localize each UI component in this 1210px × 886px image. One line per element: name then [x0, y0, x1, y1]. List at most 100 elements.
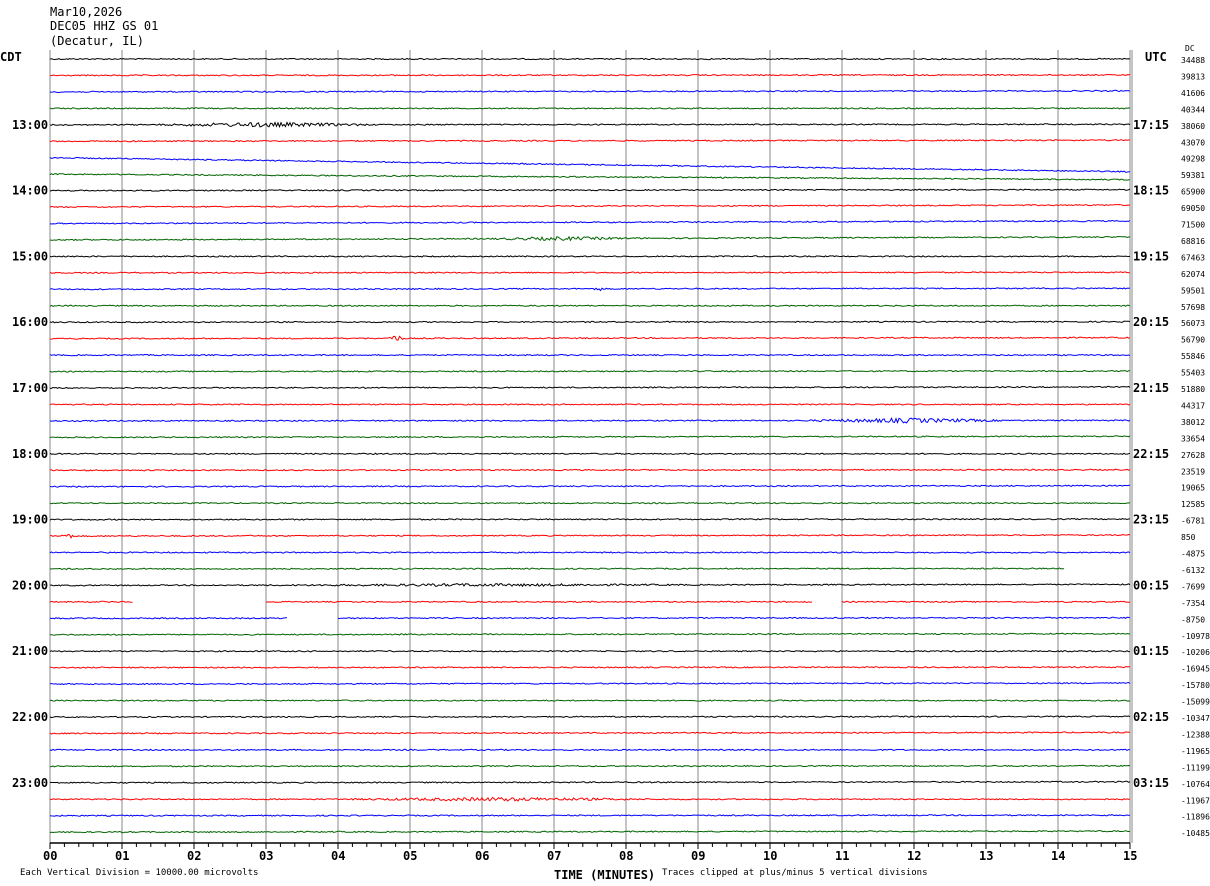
utc-hour-label: 02:15: [1133, 710, 1169, 724]
trace-line: [50, 681, 1131, 686]
x-tick-label: 15: [1123, 849, 1137, 863]
dc-offset-label: 55403: [1181, 369, 1205, 378]
trace-line: [49, 764, 1131, 768]
cdt-hour-label: 18:00: [12, 447, 48, 461]
dc-offset-label: -11896: [1181, 813, 1210, 822]
dc-offset-label: 44317: [1181, 401, 1205, 410]
trace-line: [49, 484, 1131, 488]
dc-offset-label: -6132: [1181, 566, 1205, 575]
x-tick-label: 04: [331, 849, 345, 863]
dc-offset-label: 23519: [1181, 467, 1205, 476]
dc-offset-label: 49298: [1181, 155, 1205, 164]
dc-offset-label: 55846: [1181, 352, 1205, 361]
utc-hour-label: 21:15: [1133, 381, 1169, 395]
x-tick-label: 12: [907, 849, 921, 863]
trace-line: [49, 219, 1131, 225]
trace-line: [49, 353, 1131, 357]
trace-line: [49, 417, 1131, 425]
trace-line: [49, 452, 1131, 456]
right-timezone: UTC: [1145, 50, 1167, 64]
dc-offset-label: -10206: [1181, 648, 1210, 657]
cdt-hour-label: 22:00: [12, 710, 48, 724]
trace-line: [49, 796, 1131, 802]
trace-line: [49, 287, 1131, 292]
trace-line: [49, 320, 1131, 324]
trace-line: [49, 632, 1131, 636]
dc-offset-label: -11199: [1181, 763, 1210, 772]
trace-line: [49, 649, 1131, 653]
cdt-hour-label: 13:00: [12, 118, 48, 132]
dc-offset-label: -10347: [1181, 714, 1210, 723]
dc-offset-label: 41606: [1181, 89, 1205, 98]
trace-line: [49, 616, 1131, 620]
utc-hour-label: 19:15: [1133, 249, 1169, 263]
trace-line: [50, 89, 1131, 94]
dc-offset-label: -7354: [1181, 599, 1205, 608]
x-tick-label: 03: [259, 849, 273, 863]
left-timezone: CDT: [0, 50, 22, 64]
cdt-hour-label: 15:00: [12, 249, 48, 263]
trace-line: [49, 780, 1131, 784]
dc-offset-label: 38012: [1181, 418, 1205, 427]
dc-offset-label: 68816: [1181, 237, 1205, 246]
trace-line: [49, 369, 1130, 373]
dc-offset-label: 51880: [1181, 385, 1205, 394]
trace-line: [49, 583, 1131, 588]
dc-offset-label: -15099: [1181, 698, 1210, 707]
x-tick-label: 11: [835, 849, 849, 863]
cdt-hour-label: 23:00: [12, 776, 48, 790]
trace-line: [49, 501, 1131, 505]
trace-line: [49, 73, 1131, 77]
dc-offset-label: -10485: [1181, 829, 1210, 838]
utc-hour-label: 23:15: [1133, 513, 1169, 527]
utc-hour-label: 01:15: [1133, 644, 1169, 658]
dc-offset-label: 33654: [1181, 434, 1205, 443]
dc-offset-label: -11965: [1181, 747, 1210, 756]
x-tick-label: 01: [115, 849, 129, 863]
dc-offset-label: 39813: [1181, 72, 1205, 81]
cdt-hour-label: 17:00: [12, 381, 48, 395]
cdt-hour-label: 19:00: [12, 513, 48, 527]
dc-offset-label: 12585: [1181, 500, 1205, 509]
cdt-hour-label: 14:00: [12, 184, 48, 198]
x-axis-label: TIME (MINUTES): [554, 868, 655, 882]
dc-offset-label: 62074: [1181, 270, 1205, 279]
dc-offset-label: -16945: [1181, 665, 1210, 674]
dc-offset-label: 69050: [1181, 204, 1205, 213]
trace-line: [49, 731, 1131, 735]
trace-line: [50, 666, 1131, 669]
trace-line: [49, 385, 1131, 390]
trace-line: [50, 568, 1130, 570]
trace-line: [49, 107, 1131, 110]
dc-offset-label: -8750: [1181, 615, 1205, 624]
utc-hour-label: 20:15: [1133, 315, 1169, 329]
trace-line: [49, 551, 1131, 554]
utc-hour-label: 18:15: [1133, 184, 1169, 198]
dc-offset-label: 27628: [1181, 451, 1205, 460]
dc-offset-label: 71500: [1181, 221, 1205, 230]
trace-line: [49, 255, 1131, 258]
trace-line: [49, 121, 1131, 129]
x-tick-label: 02: [187, 849, 201, 863]
trace-line: [49, 814, 1131, 817]
dc-offset-label: 59501: [1181, 286, 1205, 295]
utc-hour-label: 03:15: [1133, 776, 1169, 790]
trace-line: [49, 271, 1131, 274]
trace-line: [49, 435, 1131, 439]
dc-offset-label: 34488: [1181, 56, 1205, 65]
trace-line: [49, 715, 1131, 719]
dc-offset-label: 59381: [1181, 171, 1205, 180]
utc-hour-label: 00:15: [1133, 578, 1169, 592]
dc-offset-label: -10764: [1181, 780, 1210, 789]
dc-offset-label: 56073: [1181, 319, 1205, 328]
trace-line: [49, 517, 1131, 521]
dc-offset-label: -15780: [1181, 681, 1210, 690]
date-label: Mar10,2026: [50, 5, 122, 19]
dc-offset-label: 19065: [1181, 484, 1205, 493]
trace-line: [49, 600, 1131, 604]
trace-line: [49, 699, 1131, 702]
trace-line: [49, 57, 1131, 61]
trace-line: [49, 468, 1131, 472]
trace-line: [49, 304, 1131, 307]
